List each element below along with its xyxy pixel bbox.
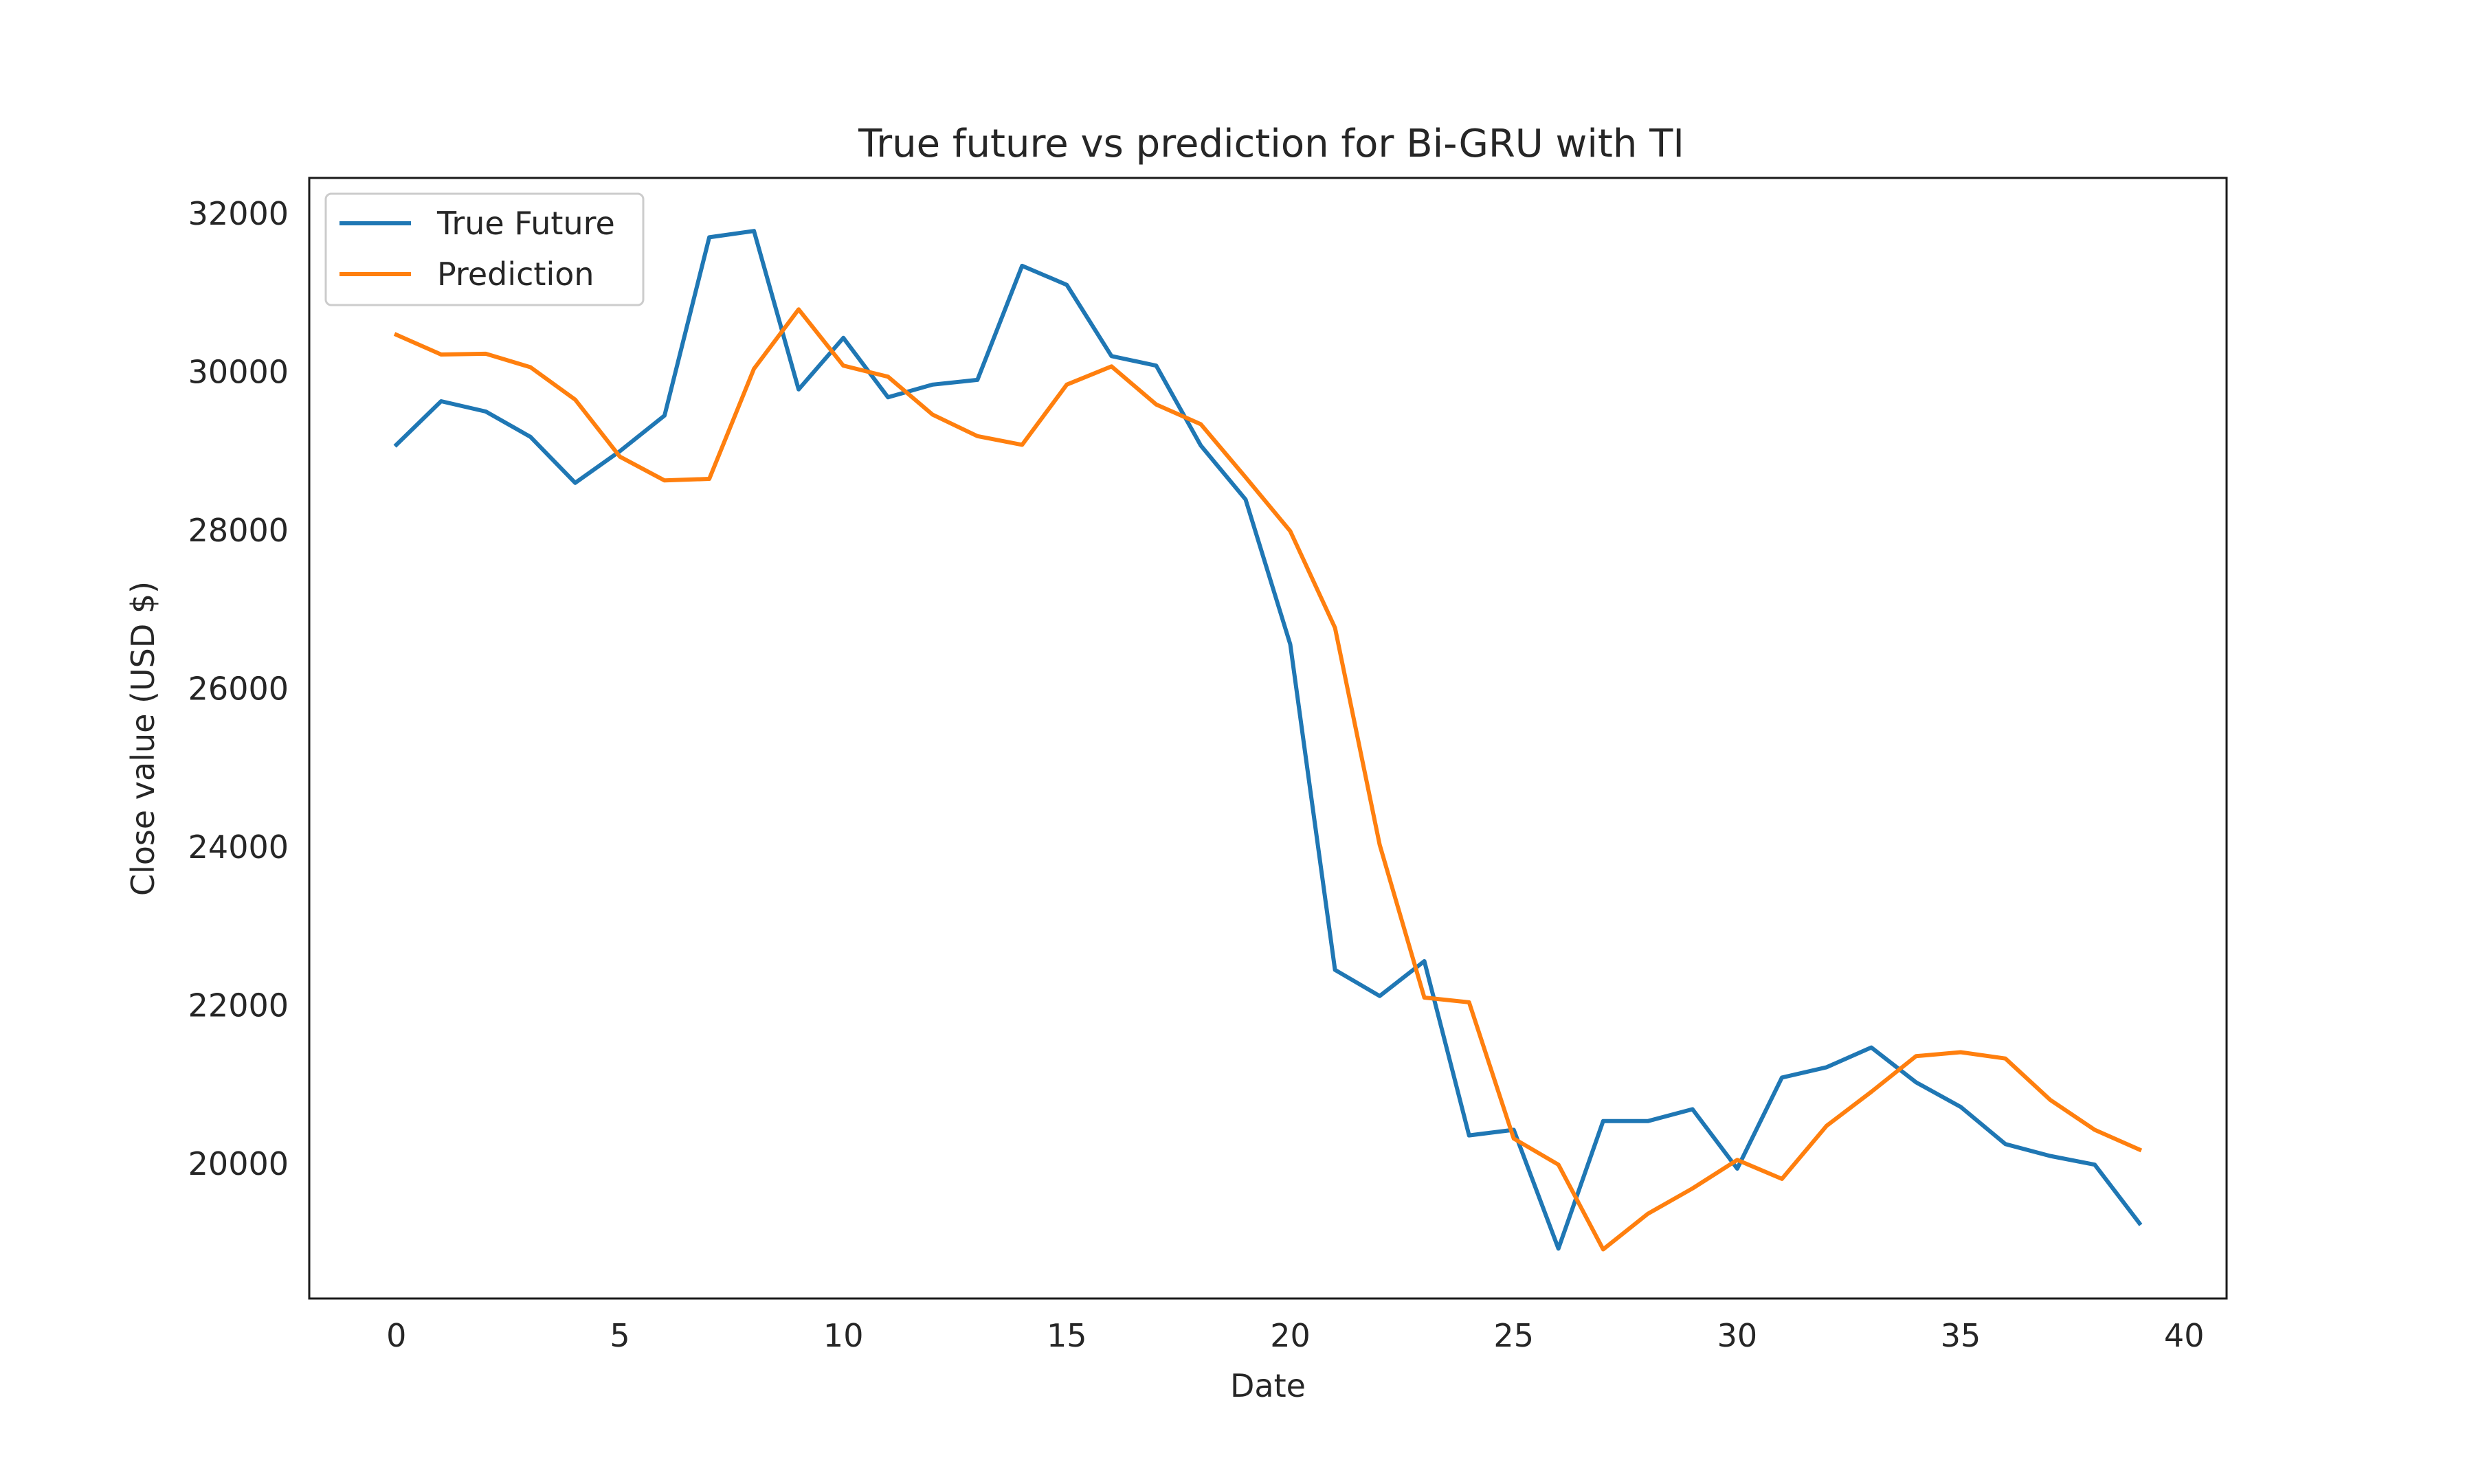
data-point <box>1558 1248 1559 1249</box>
data-point <box>709 479 710 480</box>
plot-area <box>309 178 2227 1298</box>
data-point <box>1290 531 1291 532</box>
data-point <box>1692 1188 1693 1189</box>
data-point <box>620 456 621 457</box>
x-tick-label: 5 <box>610 1317 629 1354</box>
data-point <box>2005 1058 2006 1059</box>
x-axis-label: Date <box>1230 1367 1306 1404</box>
data-point <box>1424 961 1425 962</box>
chart-title: True future vs prediction for Bi-GRU wit… <box>858 122 1684 166</box>
data-point <box>1826 1125 1827 1126</box>
legend-label-prediction: Prediction <box>437 256 594 293</box>
y-axis-label: Close value (USD $) <box>124 581 161 896</box>
y-tick-label: 20000 <box>188 1145 289 1182</box>
data-point <box>575 399 576 400</box>
x-tick-label: 20 <box>1270 1317 1311 1354</box>
data-point <box>1379 844 1380 845</box>
series-line-true-future <box>393 229 2143 1251</box>
data-point <box>709 237 710 238</box>
series-line-prediction <box>393 307 2143 1252</box>
y-tick-label: 24000 <box>188 829 289 866</box>
data-point <box>888 397 889 398</box>
data-point <box>2139 1149 2140 1150</box>
data-point <box>754 231 755 232</box>
data-point <box>843 337 844 338</box>
data-point <box>754 368 755 369</box>
data-point <box>1513 1138 1514 1139</box>
legend: True Future Prediction <box>324 192 645 306</box>
x-tick-label: 0 <box>386 1317 406 1354</box>
x-tick-label: 30 <box>1717 1317 1758 1354</box>
data-point <box>485 353 486 354</box>
data-point <box>1826 1067 1827 1068</box>
data-point <box>1781 1077 1782 1078</box>
data-point <box>1916 1082 1917 1083</box>
legend-label-true-future: True Future <box>436 205 615 242</box>
data-point <box>2005 1144 2006 1145</box>
data-point <box>1647 1213 1648 1214</box>
data-point <box>575 482 576 483</box>
y-tick-label: 28000 <box>188 512 289 549</box>
y-tick-label: 22000 <box>188 987 289 1024</box>
y-axis-ticks: 20000 22000 24000 26000 28000 30000 32000 <box>188 195 289 1182</box>
x-tick-label: 40 <box>2164 1317 2205 1354</box>
y-tick-label: 32000 <box>188 195 289 232</box>
data-point <box>1916 1056 1917 1057</box>
x-axis-ticks: 0 5 10 15 20 25 30 35 40 <box>386 1317 2204 1354</box>
data-point <box>888 376 889 377</box>
data-point <box>530 436 531 437</box>
data-point <box>1111 366 1112 367</box>
data-point <box>530 367 531 368</box>
data-point <box>1022 265 1023 266</box>
x-tick-label: 10 <box>823 1317 864 1354</box>
y-tick-label: 30000 <box>188 353 289 390</box>
data-point <box>1245 499 1246 500</box>
data-point <box>1111 356 1112 357</box>
data-point <box>1871 1047 1872 1048</box>
x-tick-label: 25 <box>1493 1317 1534 1354</box>
data-point <box>977 379 978 380</box>
plot-frame <box>308 177 2228 1300</box>
data-point <box>1781 1178 1782 1179</box>
x-tick-label: 35 <box>1941 1317 1981 1354</box>
x-tick-label: 15 <box>1047 1317 1087 1354</box>
data-point <box>1156 404 1157 405</box>
data-point <box>1513 1129 1514 1130</box>
data-point <box>1692 1109 1693 1110</box>
data-point <box>2139 1223 2140 1224</box>
data-point <box>2050 1099 2051 1100</box>
y-tick-label: 26000 <box>188 671 289 708</box>
series-layer <box>393 229 2143 1252</box>
